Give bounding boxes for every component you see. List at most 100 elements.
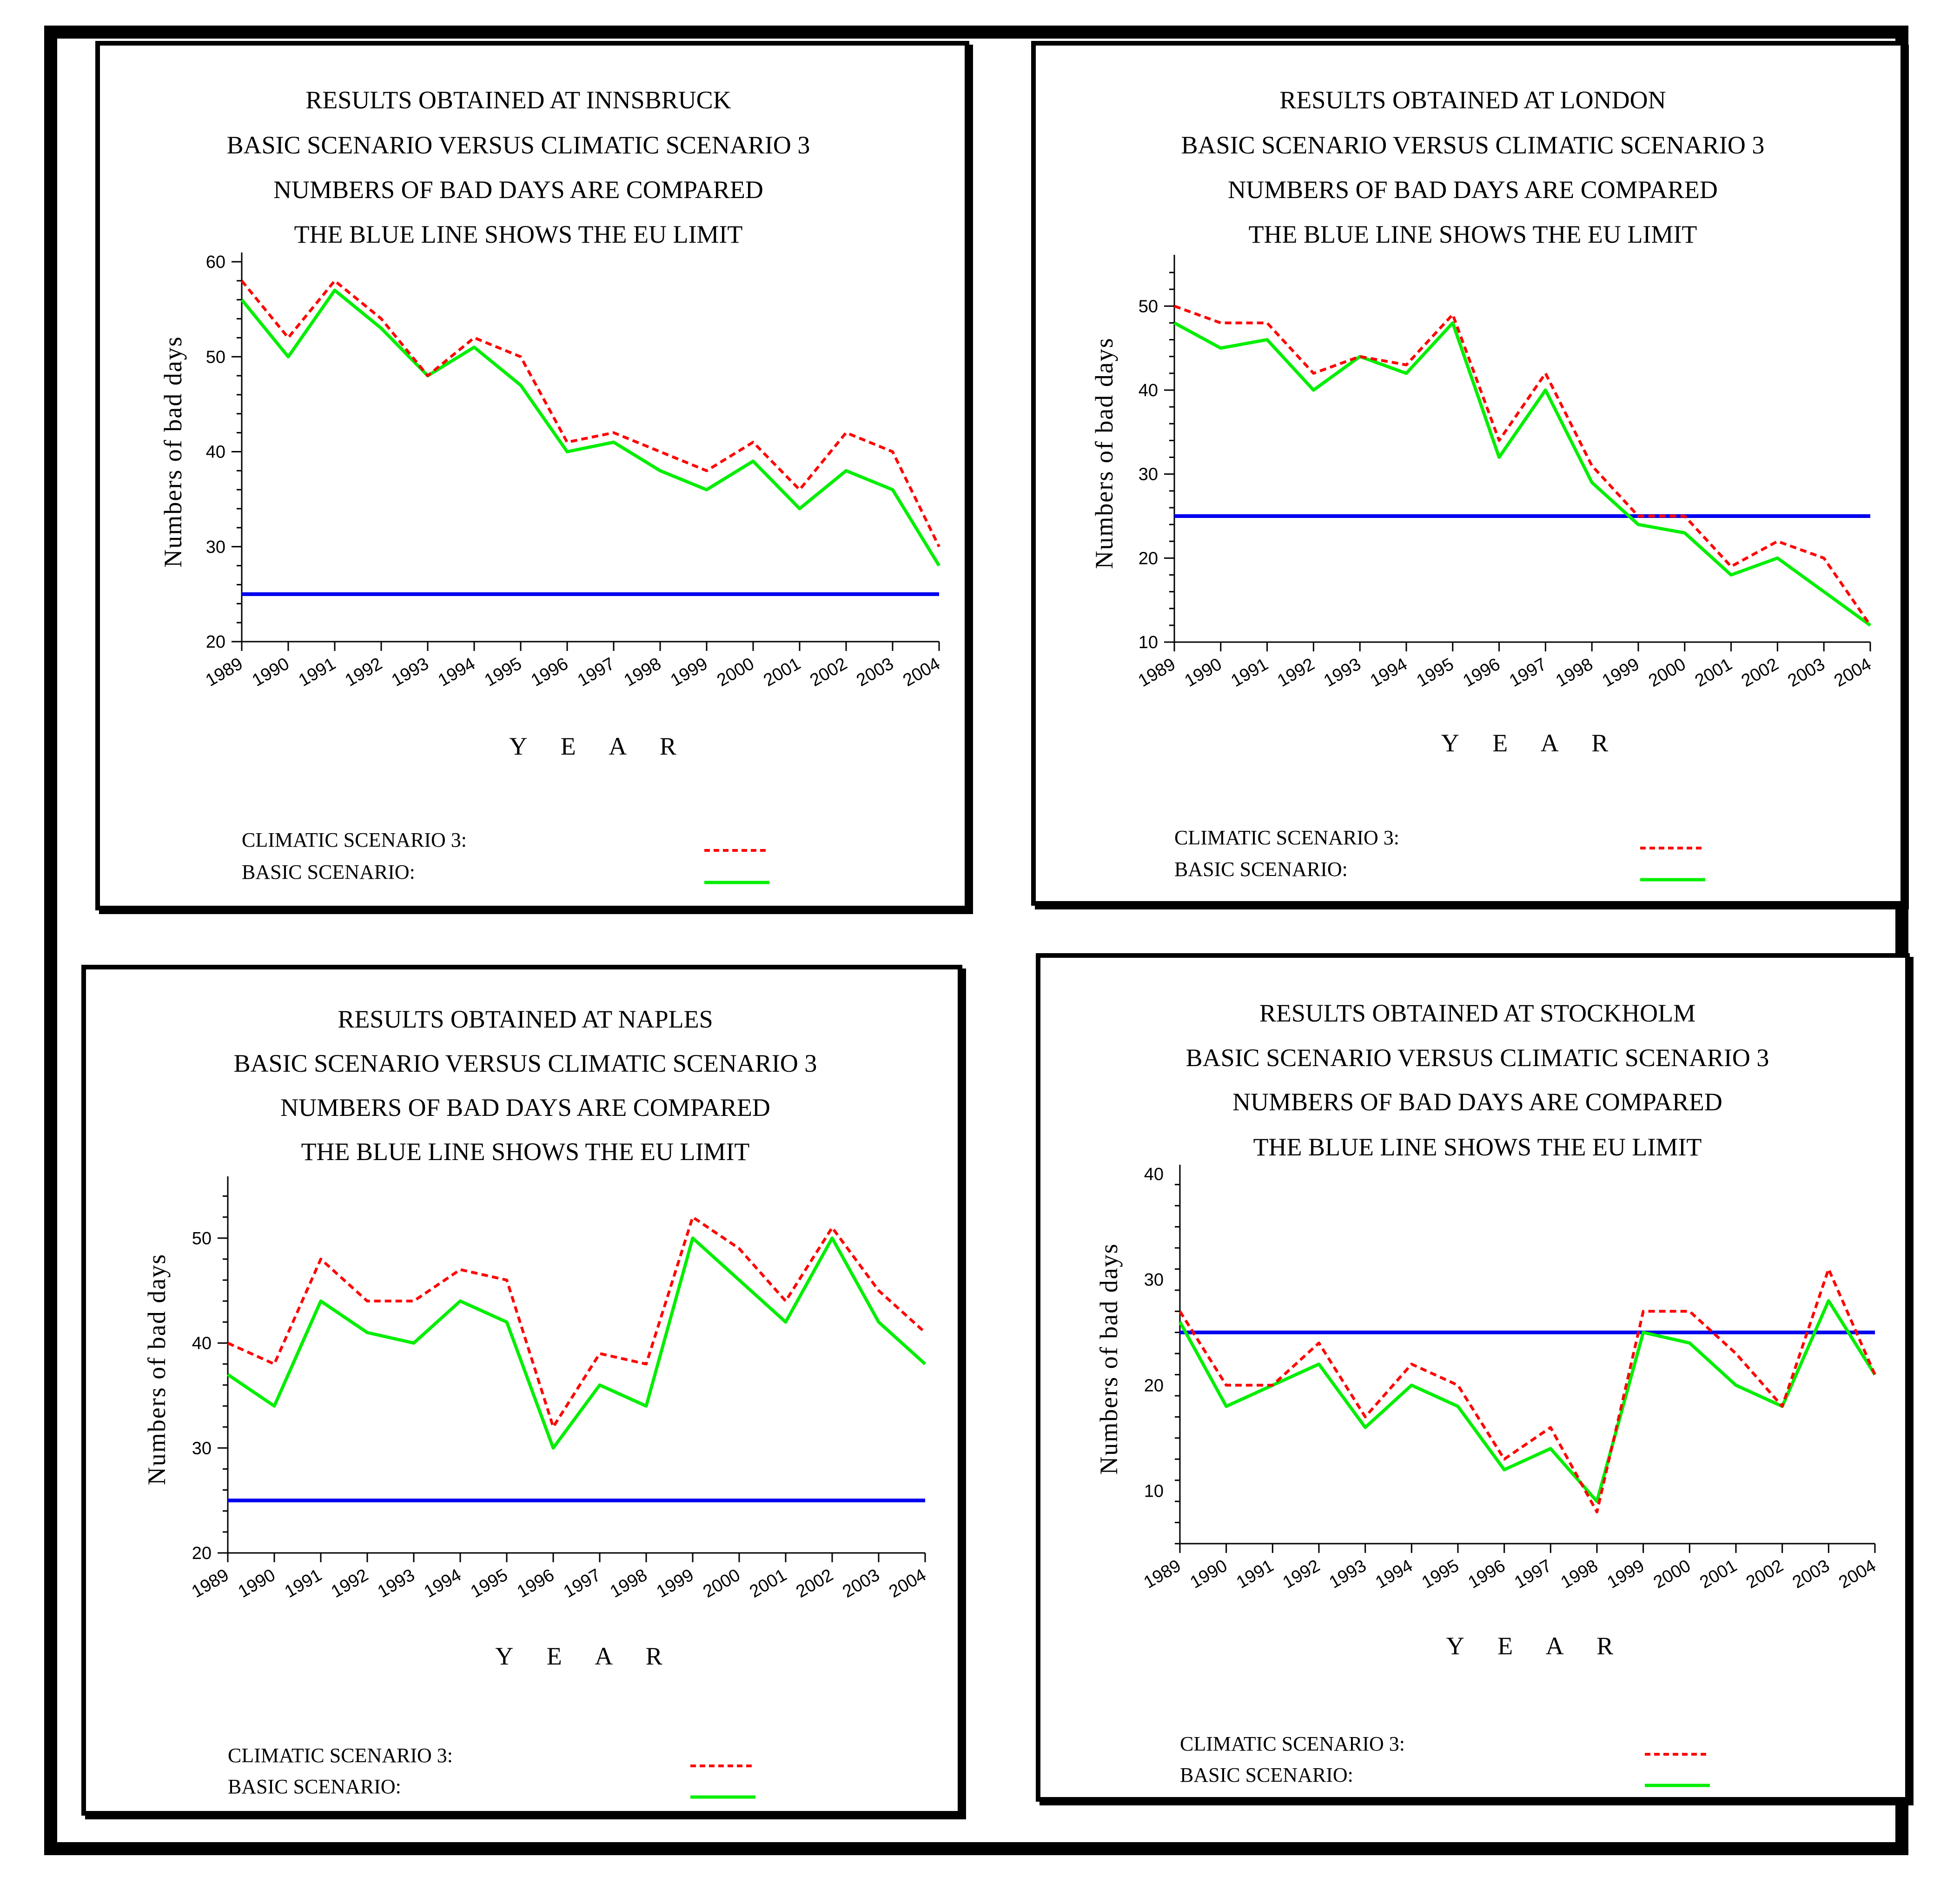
x-tick-label: 2000 [1645, 654, 1689, 691]
x-tick-label: 1994 [1367, 654, 1410, 691]
x-axis-label: Y E A R [495, 1642, 676, 1670]
x-tick-label: 1990 [249, 654, 292, 690]
x-tick-label: 1996 [1460, 654, 1503, 691]
x-tick-label: 1989 [188, 1565, 232, 1602]
x-tick-label: 1991 [295, 654, 339, 690]
chart-title-line: THE BLUE LINE SHOWS THE EU LIMIT [294, 220, 743, 248]
x-tick-label: 1999 [1599, 654, 1642, 691]
outer-frame [44, 26, 1908, 1855]
chart-panel-innsbruck: RESULTS OBTAINED AT INNSBRUCK BASIC SCENA… [95, 41, 969, 910]
x-tick-label: 1994 [421, 1565, 464, 1602]
legend-label-climatic: CLIMATIC SCENARIO 3: [1174, 826, 1399, 849]
x-tick-label: 2001 [746, 1565, 790, 1602]
series-line-basic-scenario [240, 288, 940, 567]
chart-title-line: BASIC SCENARIO VERSUS CLIMATIC SCENARIO … [234, 1049, 817, 1077]
legend-label-climatic: CLIMATIC SCENARIO 3: [242, 829, 467, 851]
x-tick-label: 2002 [1743, 1556, 1787, 1592]
x-tick-label: 1999 [653, 1565, 697, 1602]
series-line-climatic-scenario-3 [227, 1215, 927, 1429]
x-tick-label: 1989 [202, 654, 246, 690]
x-tick-label: 1997 [1506, 654, 1550, 691]
y-axis-label: Numbers of bad days [159, 336, 187, 567]
series-line-basic-scenario [1173, 321, 1872, 627]
x-tick-label: 1992 [1274, 654, 1318, 691]
legend-label-basic: BASIC SCENARIO: [228, 1775, 401, 1798]
y-tick-label: 30 [192, 1439, 212, 1458]
x-tick-label: 1990 [1181, 654, 1225, 691]
x-tick-label: 1992 [328, 1565, 371, 1602]
x-tick-label: 1990 [235, 1565, 278, 1602]
chart-panel-stockholm: RESULTS OBTAINED AT STOCKHOLM BASIC SCENA… [1036, 953, 1910, 1802]
series-line-basic-scenario [1178, 1299, 1876, 1503]
x-tick-label: 1996 [1465, 1556, 1509, 1592]
chart-title-line: BASIC SCENARIO VERSUS CLIMATIC SCENARIO … [227, 131, 810, 159]
legend-label-climatic: CLIMATIC SCENARIO 3: [1180, 1732, 1405, 1755]
x-tick-label: 1997 [574, 654, 618, 690]
chart-title-line: RESULTS OBTAINED AT NAPLES [338, 1005, 713, 1033]
x-tick-label: 1991 [1228, 654, 1271, 691]
x-tick-label: 2003 [853, 654, 897, 690]
x-tick-label: 1991 [1233, 1556, 1277, 1592]
y-axis-label: Numbers of bad days [143, 1254, 171, 1485]
x-tick-label: 2003 [1784, 654, 1828, 691]
y-tick-label: 20 [206, 632, 225, 652]
x-tick-label: 2002 [1738, 654, 1782, 691]
x-tick-label: 1997 [1511, 1556, 1555, 1592]
x-tick-label: 1992 [342, 654, 385, 690]
y-tick-label: 60 [206, 252, 225, 272]
chart-london: RESULTS OBTAINED AT LONDON BASIC SCENARIO… [1090, 86, 1875, 882]
legend-label-basic: BASIC SCENARIO: [1174, 858, 1348, 881]
x-tick-label: 2003 [839, 1565, 883, 1602]
y-tick-label: 40 [1139, 381, 1158, 400]
x-tick-label: 1996 [528, 654, 571, 690]
y-tick-label: 50 [206, 347, 225, 367]
chart-title-line: RESULTS OBTAINED AT STOCKHOLM [1259, 999, 1695, 1027]
legend-label-basic: BASIC SCENARIO: [242, 861, 415, 883]
y-tick-label: 50 [1139, 297, 1158, 316]
chart-title-line: NUMBERS OF BAD DAYS ARE COMPARED [273, 176, 763, 204]
x-tick-label: 1995 [467, 1565, 511, 1602]
x-tick-label: 2000 [714, 654, 757, 690]
x-tick-label: 1993 [1320, 654, 1364, 691]
x-axis-label: Y E A R [509, 732, 690, 760]
x-tick-label: 1989 [1140, 1556, 1184, 1592]
x-tick-label: 1993 [374, 1565, 418, 1602]
y-tick-label: 30 [1139, 465, 1158, 484]
y-tick-label: 10 [1144, 1481, 1164, 1501]
chart-title-line: THE BLUE LINE SHOWS THE EU LIMIT [1249, 220, 1697, 248]
legend-label-basic: BASIC SCENARIO: [1180, 1764, 1353, 1786]
y-tick-label: 20 [1144, 1376, 1164, 1395]
series-line-climatic-scenario-3 [240, 279, 940, 548]
y-axis-label: Numbers of bad days [1090, 337, 1118, 569]
x-tick-label: 1993 [1326, 1556, 1370, 1592]
x-tick-label: 1994 [435, 654, 478, 690]
chart-title-line: NUMBERS OF BAD DAYS ARE COMPARED [1232, 1088, 1722, 1116]
x-tick-label: 1999 [667, 654, 711, 690]
x-tick-label: 2001 [1692, 654, 1735, 691]
x-tick-label: 2004 [1835, 1556, 1879, 1592]
x-tick-label: 1995 [481, 654, 525, 690]
chart-title-line: BASIC SCENARIO VERSUS CLIMATIC SCENARIO … [1181, 131, 1765, 159]
y-tick-label: 30 [206, 537, 225, 557]
chart-title-line: RESULTS OBTAINED AT INNSBRUCK [305, 86, 731, 114]
chart-title-line: RESULTS OBTAINED AT LONDON [1279, 86, 1666, 114]
x-tick-label: 2004 [900, 654, 943, 690]
legend-label-climatic: CLIMATIC SCENARIO 3: [228, 1744, 453, 1767]
chart-title-line: BASIC SCENARIO VERSUS CLIMATIC SCENARIO … [1186, 1044, 1769, 1072]
y-tick-label: 50 [192, 1229, 212, 1248]
x-tick-label: 2001 [1696, 1556, 1740, 1592]
x-tick-label: 1994 [1372, 1556, 1416, 1592]
chart-stockholm: RESULTS OBTAINED AT STOCKHOLM BASIC SCENA… [1095, 999, 1880, 1787]
chart-title-line: THE BLUE LINE SHOWS THE EU LIMIT [301, 1138, 750, 1166]
y-tick-label: 10 [1139, 633, 1158, 652]
chart-panel-london: RESULTS OBTAINED AT LONDON BASIC SCENARIO… [1031, 41, 1905, 906]
y-tick-label: 20 [1139, 549, 1158, 568]
series-line-climatic-scenario-3 [1173, 305, 1872, 626]
chart-title-line: THE BLUE LINE SHOWS THE EU LIMIT [1253, 1133, 1702, 1161]
x-tick-label: 1990 [1187, 1556, 1231, 1592]
x-tick-label: 2002 [793, 1565, 836, 1602]
x-tick-label: 1997 [560, 1565, 604, 1602]
x-tick-label: 2000 [1650, 1556, 1694, 1592]
x-axis-label: Y E A R [1441, 729, 1622, 757]
x-tick-label: 1995 [1413, 654, 1457, 691]
